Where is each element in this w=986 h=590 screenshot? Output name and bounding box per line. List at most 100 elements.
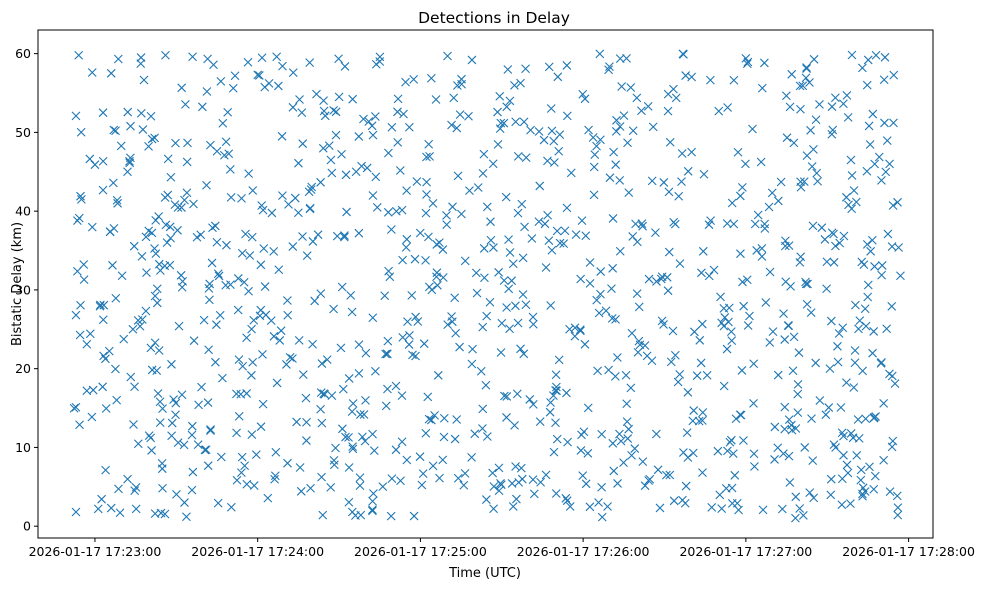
data-point [180, 195, 189, 205]
data-point [137, 251, 147, 261]
data-point [256, 260, 266, 270]
data-point [617, 82, 627, 91]
data-point [152, 284, 162, 294]
data-point [613, 479, 622, 488]
data-point [288, 102, 298, 112]
data-point [505, 96, 515, 106]
data-point [486, 235, 496, 245]
data-point [608, 214, 618, 223]
data-point [236, 389, 246, 399]
data-point [439, 432, 449, 442]
data-point [424, 414, 434, 424]
data-point [760, 219, 770, 229]
data-point [842, 192, 851, 202]
data-point [173, 225, 182, 235]
data-point [511, 117, 521, 127]
data-point [418, 469, 428, 479]
data-point [768, 327, 778, 337]
data-point [856, 465, 866, 475]
data-point [396, 476, 405, 486]
data-point [171, 410, 180, 420]
data-point [361, 348, 371, 358]
data-point [698, 246, 708, 256]
data-point [269, 246, 279, 256]
data-point [123, 107, 133, 117]
data-point [101, 404, 111, 413]
data-point [152, 298, 162, 308]
data-point [795, 257, 805, 267]
data-point [869, 327, 879, 336]
data-point [381, 349, 390, 359]
data-point [545, 407, 555, 417]
data-point [549, 447, 559, 457]
data-point [419, 339, 429, 349]
data-point [748, 124, 757, 134]
data-point [161, 220, 171, 230]
data-point [87, 222, 97, 232]
data-point [795, 81, 805, 91]
data-point [894, 243, 903, 252]
data-point [316, 177, 325, 187]
data-point [615, 175, 625, 185]
data-point [197, 382, 206, 392]
data-point [364, 117, 374, 126]
y-tick-label: 10 [15, 440, 31, 455]
data-point [547, 245, 557, 255]
data-point [690, 327, 699, 337]
data-point [251, 450, 261, 460]
data-point [507, 479, 517, 488]
data-point [863, 280, 873, 290]
data-point [495, 91, 505, 101]
data-point [210, 221, 220, 231]
data-point [358, 432, 367, 442]
data-point [851, 197, 861, 207]
data-point [503, 65, 513, 74]
data-point [513, 208, 523, 218]
data-point [455, 342, 464, 352]
data-point [767, 188, 777, 198]
data-point [551, 418, 560, 428]
data-point [735, 191, 745, 201]
data-point [885, 159, 894, 169]
y-tick-label: 50 [15, 125, 31, 140]
data-point [651, 429, 661, 439]
data-point [386, 511, 396, 521]
data-point [391, 445, 401, 455]
data-point [421, 208, 431, 218]
data-point [393, 107, 402, 117]
data-point [391, 206, 401, 216]
data-point [879, 398, 889, 408]
data-point [581, 231, 591, 241]
data-point [726, 327, 736, 337]
data-point [815, 99, 824, 109]
data-point [154, 212, 164, 221]
data-point [467, 359, 477, 369]
data-point [502, 392, 512, 401]
data-point [430, 410, 439, 420]
data-point [269, 331, 279, 341]
data-point [865, 462, 874, 472]
data-point [802, 63, 811, 72]
data-point [380, 291, 390, 301]
data-point [709, 265, 719, 275]
data-point [447, 317, 457, 327]
data-point [128, 324, 138, 334]
y-axis-label: Bistatic Delay (km) [10, 222, 25, 346]
data-point [470, 429, 480, 439]
data-point [621, 370, 631, 380]
data-point [197, 102, 207, 112]
data-point [438, 273, 448, 282]
data-point [628, 126, 638, 136]
data-point [869, 484, 879, 494]
data-point [479, 149, 489, 159]
data-point [238, 361, 248, 371]
data-point [208, 223, 217, 233]
data-point [305, 58, 315, 68]
data-point [253, 70, 263, 80]
data-point [249, 481, 259, 490]
data-point [874, 152, 884, 162]
data-point [870, 159, 880, 169]
data-point [288, 242, 298, 251]
data-point [336, 343, 346, 353]
data-point [552, 434, 562, 444]
